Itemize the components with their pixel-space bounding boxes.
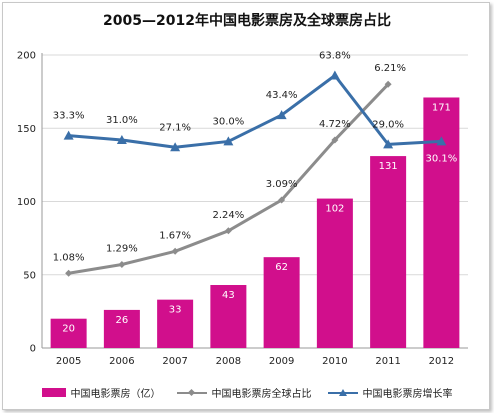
x-tick-label: 2008 bbox=[216, 356, 241, 367]
data-point-triangle bbox=[436, 136, 447, 146]
legend-label-global-share: 中国电影票房全球占比 bbox=[211, 389, 312, 400]
data-point-triangle bbox=[329, 70, 340, 80]
bar-data-label: 26 bbox=[116, 315, 129, 326]
bar-data-label: 131 bbox=[379, 161, 398, 172]
bar bbox=[50, 318, 87, 348]
share-data-label: 1.29% bbox=[106, 243, 138, 254]
x-tick-label: 2006 bbox=[109, 356, 134, 367]
x-tick-label: 2007 bbox=[162, 356, 187, 367]
data-point-triangle bbox=[63, 130, 74, 140]
series-line bbox=[68, 74, 442, 149]
x-tick-label: 2005 bbox=[56, 356, 81, 367]
bar-data-label: 20 bbox=[62, 324, 75, 335]
bar bbox=[103, 309, 140, 348]
chart-title: 2005—2012年中国电影票房及全球票房占比 bbox=[103, 13, 391, 29]
data-point-triangle bbox=[276, 110, 287, 120]
growth-data-label: 30.1% bbox=[425, 153, 457, 164]
data-point-triangle bbox=[170, 142, 181, 152]
x-tick-label: 2011 bbox=[375, 356, 400, 367]
bar bbox=[370, 156, 407, 348]
data-point-triangle bbox=[116, 134, 127, 144]
share-data-label: 4.72% bbox=[319, 119, 351, 130]
share-data-label: 3.09% bbox=[266, 179, 298, 190]
legend-item-global-share: 中国电影票房全球占比 bbox=[176, 385, 312, 400]
bar bbox=[263, 257, 300, 348]
bar bbox=[423, 97, 460, 348]
x-tick-label: 2012 bbox=[429, 356, 454, 367]
growth-data-label: 33.3% bbox=[53, 111, 85, 122]
x-tick-label: 2010 bbox=[322, 356, 347, 367]
legend-swatch-diamond-line bbox=[176, 388, 207, 398]
growth-data-label: 27.1% bbox=[159, 122, 191, 133]
data-point-diamond bbox=[118, 260, 126, 268]
data-point-triangle bbox=[223, 136, 234, 146]
bar-data-label: 171 bbox=[432, 102, 451, 113]
legend-item-box-office: 中国电影票房（亿） bbox=[41, 385, 161, 400]
y-tick-label: 200 bbox=[17, 51, 36, 62]
data-point-triangle bbox=[383, 139, 394, 149]
share-data-label: 1.08% bbox=[53, 252, 85, 263]
share-data-label: 1.67% bbox=[159, 230, 191, 241]
legend-label-box-office: 中国电影票房（亿） bbox=[70, 389, 161, 400]
x-tick-label: 2009 bbox=[269, 356, 294, 367]
growth-data-label: 43.4% bbox=[266, 90, 298, 101]
legend-swatch-bar bbox=[41, 388, 66, 397]
legend-item-growth-rate: 中国电影票房增长率 bbox=[327, 385, 453, 400]
data-point-diamond bbox=[278, 196, 286, 204]
y-tick-label: 50 bbox=[23, 270, 36, 281]
data-point-diamond bbox=[331, 136, 339, 144]
legend-swatch-triangle-line bbox=[327, 388, 358, 398]
data-point-diamond bbox=[171, 247, 179, 255]
data-point-diamond bbox=[224, 227, 232, 235]
y-tick-label: 100 bbox=[17, 197, 36, 208]
bar bbox=[210, 285, 247, 348]
growth-data-label: 30.0% bbox=[212, 116, 244, 127]
bar-data-label: 33 bbox=[169, 305, 182, 316]
bar bbox=[316, 198, 353, 348]
share-data-label: 6.21% bbox=[374, 63, 406, 74]
legend-label-growth-rate: 中国电影票房增长率 bbox=[362, 389, 453, 400]
y-tick-label: 0 bbox=[30, 344, 36, 355]
data-point-diamond bbox=[65, 269, 73, 277]
growth-data-label: 63.8% bbox=[319, 51, 351, 62]
bar bbox=[157, 299, 194, 348]
share-data-label: 2.24% bbox=[212, 210, 244, 221]
growth-data-label: 29.0% bbox=[372, 119, 404, 130]
bar-data-label: 102 bbox=[325, 204, 344, 215]
chart-legend: 中国电影票房（亿） 中国电影票房全球占比 中国电影票房增长率 bbox=[0, 385, 494, 400]
growth-data-label: 31.0% bbox=[106, 115, 138, 126]
data-point-diamond bbox=[384, 80, 392, 88]
bar-data-label: 43 bbox=[222, 290, 235, 301]
y-tick-label: 150 bbox=[17, 124, 36, 135]
bar-data-label: 62 bbox=[275, 262, 288, 273]
